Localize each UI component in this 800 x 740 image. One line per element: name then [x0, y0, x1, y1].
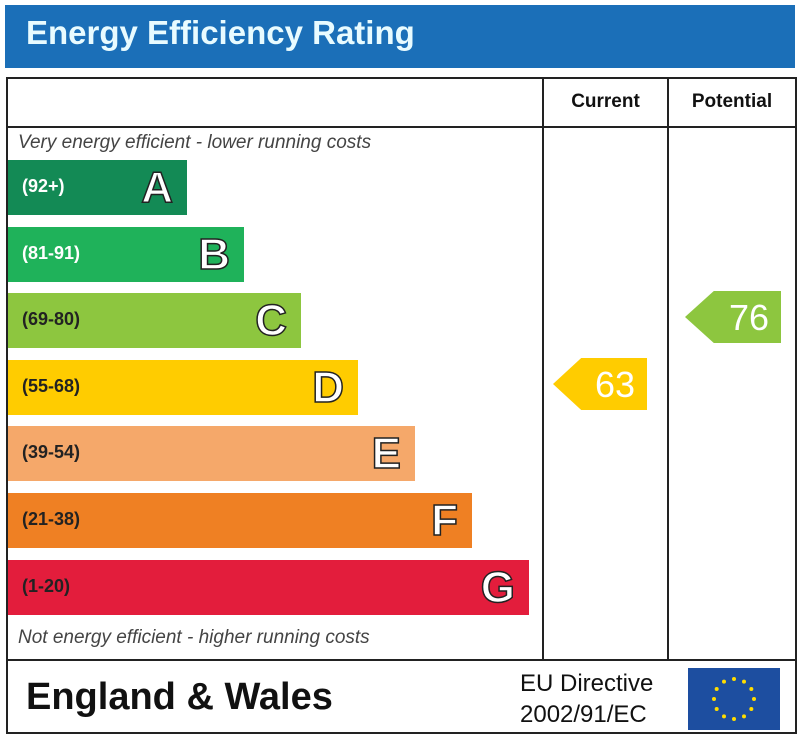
bar-letter: E: [371, 428, 402, 479]
bar-range: (21-38): [22, 509, 81, 529]
bar-e: (39-54) E: [8, 426, 415, 481]
directive-line1: EU Directive: [520, 670, 654, 697]
bar-letter: D: [311, 362, 344, 413]
eu-directive: EU Directive 2002/91/EC: [520, 668, 653, 730]
bar-b: (81-91) B: [8, 227, 244, 282]
footer-divider: [6, 659, 797, 661]
current-rating-value: 63: [594, 364, 635, 405]
bar-range: (1-20): [22, 576, 71, 596]
bar-letter: G: [480, 562, 516, 613]
bar-range: (39-54): [22, 442, 81, 462]
directive-line2: 2002/91/EC: [520, 701, 647, 728]
chart-title: Energy Efficiency Rating: [26, 14, 415, 51]
bottom-note: Not energy efficient - higher running co…: [18, 627, 370, 648]
bar-range: (69-80): [22, 309, 81, 329]
bar-d: (55-68) D: [8, 360, 358, 415]
bar-c: (69-80) C: [8, 293, 301, 348]
header-divider: [6, 126, 797, 128]
eu-flag-icon: [688, 668, 780, 730]
column-divider: [542, 77, 544, 660]
bar-a: (92+) A: [8, 160, 187, 215]
bar-range: (81-91): [22, 243, 81, 263]
current-column-header: Current: [571, 91, 640, 112]
bar-range: (55-68): [22, 376, 81, 396]
title-bar: [5, 5, 795, 68]
potential-rating-value: 76: [728, 297, 769, 338]
bar-f: (21-38) F: [8, 493, 472, 548]
rating-table: [6, 77, 797, 734]
bar-letter: B: [197, 229, 230, 280]
bar-letter: A: [140, 162, 173, 213]
bar-g: (1-20) G: [8, 560, 529, 615]
column-divider: [667, 77, 669, 660]
potential-column-header: Potential: [691, 91, 773, 112]
top-note: Very energy efficient - lower running co…: [18, 132, 372, 153]
bar-letter: C: [254, 295, 287, 346]
region-label: England & Wales: [26, 676, 333, 718]
bar-range: (92+): [22, 176, 65, 196]
bar-letter: F: [430, 495, 458, 546]
